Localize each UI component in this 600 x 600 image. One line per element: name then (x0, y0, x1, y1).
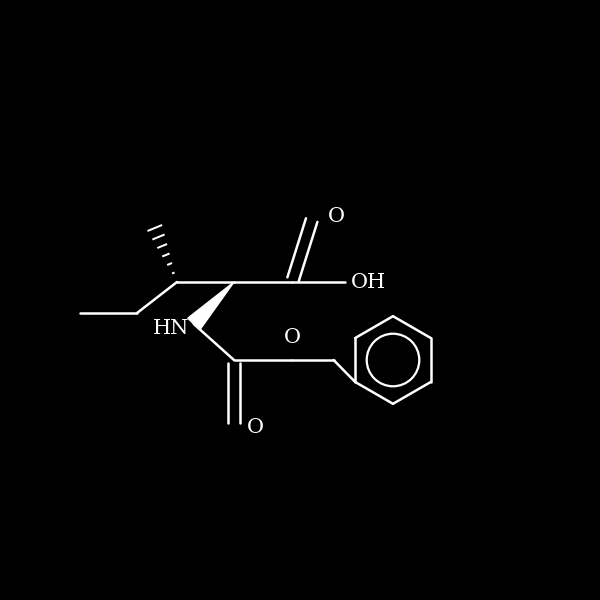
Text: O: O (284, 328, 301, 347)
Text: OH: OH (351, 272, 386, 292)
Polygon shape (188, 282, 234, 330)
Text: O: O (247, 418, 264, 437)
Text: O: O (328, 206, 344, 226)
Text: HN: HN (152, 319, 189, 338)
